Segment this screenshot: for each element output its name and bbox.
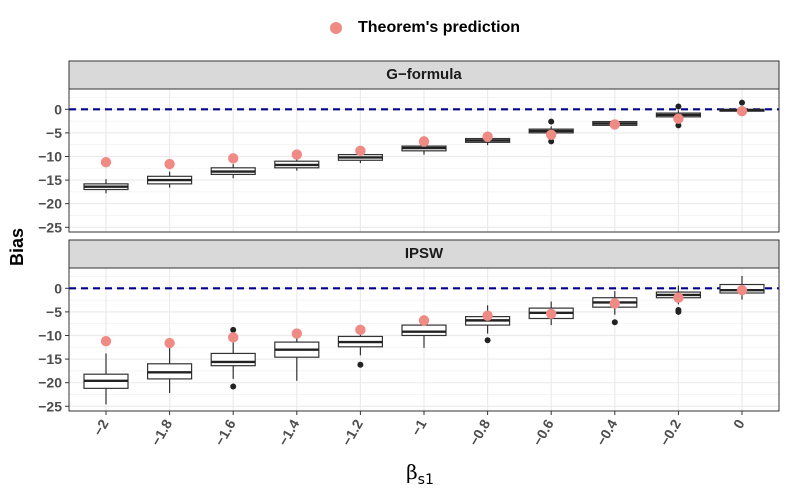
prediction-point — [673, 113, 684, 124]
x-tick-label: −1.8 — [148, 416, 176, 448]
y-tick-label: −10 — [38, 327, 62, 343]
y-tick-label: −10 — [38, 148, 62, 164]
prediction-point — [736, 105, 748, 117]
prediction-point — [164, 337, 175, 349]
prediction-point — [546, 308, 557, 319]
outlier-point — [675, 103, 682, 110]
prediction-point — [355, 324, 366, 336]
outlier-point — [675, 122, 682, 129]
prediction-point — [609, 298, 620, 309]
x-tick-label: −1.2 — [338, 416, 366, 448]
prediction-point — [100, 335, 112, 347]
prediction-point — [100, 156, 112, 168]
outlier-point — [548, 118, 555, 125]
y-tick-label: −15 — [38, 351, 62, 367]
x-tick-label: −0.8 — [466, 416, 494, 448]
panel-title-gformula: G−formula — [386, 66, 462, 83]
x-tick-label: −1.4 — [275, 416, 303, 448]
x-tick-label: −0.6 — [529, 416, 557, 448]
prediction-point — [355, 145, 366, 157]
y-tick-label: −5 — [46, 125, 62, 141]
prediction-point — [291, 149, 302, 160]
panel-title-ipsw: IPSW — [404, 245, 444, 262]
prediction-point — [482, 310, 493, 321]
prediction-point — [228, 332, 239, 343]
prediction-point — [291, 328, 302, 339]
x-tick-label: −2 — [90, 416, 112, 438]
outlier-point — [484, 337, 491, 344]
outlier-point — [357, 361, 364, 368]
prediction-point — [546, 129, 557, 140]
outlier-point — [230, 326, 237, 333]
prediction-point — [673, 292, 684, 303]
prediction-point — [418, 315, 430, 326]
y-tick-label: −15 — [38, 172, 62, 188]
box-iqr — [401, 324, 447, 337]
legend-label: Theorem's prediction — [358, 19, 521, 36]
x-tick-label: 0 — [730, 416, 748, 431]
y-tick-label: −5 — [46, 304, 62, 320]
x-tick-label: −0.2 — [656, 416, 684, 448]
x-tick-label: −1.6 — [211, 416, 239, 448]
y-tick-label: −25 — [38, 398, 62, 414]
prediction-point — [736, 284, 748, 296]
panel-strip-gformula — [68, 60, 780, 90]
x-axis-symbol: β — [406, 460, 418, 484]
y-tick-label: −20 — [38, 375, 62, 391]
prediction-point — [609, 119, 620, 130]
x-tick-label: −0.4 — [593, 416, 621, 448]
x-tick-label: −1 — [408, 416, 430, 438]
legend-marker — [330, 22, 342, 34]
y-axis-label: Bias — [6, 227, 27, 267]
prediction-point — [228, 153, 239, 164]
y-tick-label: −20 — [38, 196, 62, 212]
y-tick-label: −25 — [38, 219, 62, 235]
outlier-point — [230, 383, 237, 390]
x-axis-subscript: s1 — [417, 472, 434, 488]
x-axis-label: βs1 — [390, 460, 450, 488]
outlier-point — [675, 308, 682, 315]
prediction-point — [418, 136, 430, 147]
y-tick-label: 0 — [54, 101, 62, 117]
prediction-point — [482, 131, 493, 142]
prediction-point — [164, 158, 175, 170]
outlier-point — [739, 99, 745, 106]
y-tick-label: 0 — [54, 280, 62, 296]
legend: Theorem's prediction — [330, 16, 520, 40]
box-iqr — [210, 352, 256, 367]
outlier-point — [611, 319, 618, 326]
outlier-point — [548, 138, 555, 145]
panel-border-gformula — [68, 88, 780, 233]
